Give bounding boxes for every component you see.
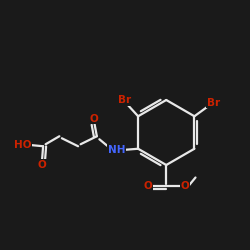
Text: HO: HO: [14, 140, 32, 150]
Text: O: O: [90, 114, 99, 124]
Text: Br: Br: [118, 95, 131, 105]
Text: O: O: [181, 181, 190, 191]
Text: Br: Br: [206, 98, 220, 108]
Text: O: O: [144, 181, 152, 191]
Text: NH: NH: [108, 145, 126, 155]
Text: O: O: [38, 160, 46, 170]
